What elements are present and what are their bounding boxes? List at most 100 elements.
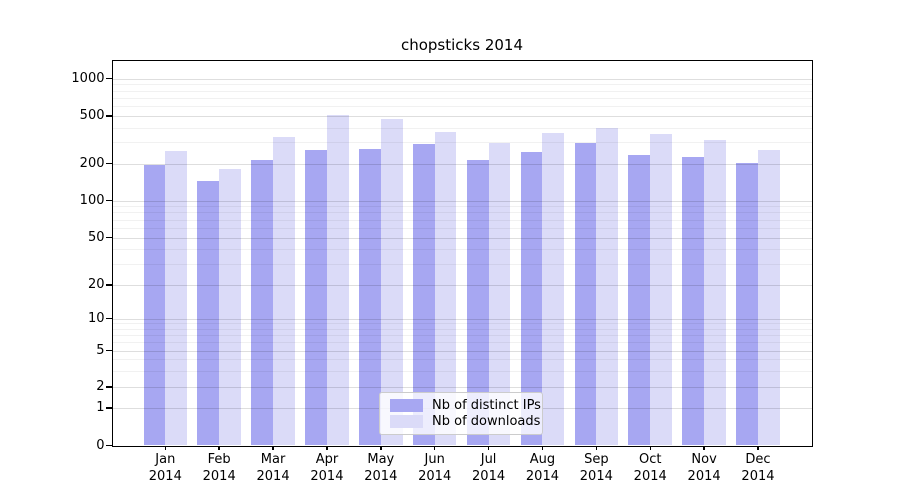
x-tick-mark-dec: [757, 445, 759, 450]
y-tick-label-10: 10: [87, 310, 105, 326]
gridline-2: [112, 387, 812, 388]
y-tick-label-2: 2: [96, 379, 105, 394]
y-tick-label-20: 20: [87, 277, 105, 292]
x-tick-mark-jun: [434, 445, 436, 450]
y-tick-label-5: 5: [96, 342, 105, 358]
y-tick-mark-100: [106, 199, 113, 202]
bar-downloads-sep: [596, 128, 619, 446]
legend-item-downloads: Nb of downloads: [390, 414, 540, 430]
y-tick-label-1000: 1000: [71, 70, 105, 86]
bar-distinct-ips-jul: [466, 159, 489, 446]
bar-distinct-ips-apr: [305, 150, 327, 446]
x-tick-label-aug: Aug 2014: [525, 452, 559, 484]
gridline-400: [112, 127, 812, 129]
gridline-900: [112, 84, 812, 86]
y-tick-label-100: 100: [79, 192, 105, 208]
gridline-8: [112, 328, 812, 330]
gridline-200: [112, 163, 812, 165]
bar-distinct-ips-jan: [143, 164, 166, 446]
gridline-70: [112, 219, 812, 221]
bar-distinct-ips-dec: [736, 162, 758, 446]
x-tick-label-nov: Nov 2014: [687, 452, 721, 484]
legend-swatch-distinct-ips: [390, 399, 423, 412]
x-tick-label-feb: Feb 2014: [202, 452, 236, 484]
y-tick-mark-10: [106, 317, 113, 320]
gridline-90: [112, 206, 812, 208]
gridline-500: [112, 116, 812, 117]
y-tick-label-0: 0: [96, 437, 105, 453]
gridline-9: [112, 323, 812, 325]
gridline-4: [112, 359, 812, 361]
gridline-60: [112, 227, 812, 229]
x-tick-mark-aug: [541, 445, 544, 450]
gridline-7: [112, 334, 812, 336]
x-tick-label-apr: Apr 2014: [310, 452, 344, 484]
x-tick-label-jul: Jul 2014: [472, 452, 506, 484]
gridline-100: [112, 200, 812, 202]
bar-downloads-apr: [326, 115, 349, 446]
legend-swatch-downloads: [390, 415, 423, 428]
gridline-40: [112, 249, 812, 251]
bar-distinct-ips-aug: [520, 151, 543, 446]
y-tick-mark-50: [106, 236, 113, 239]
y-tick-mark-200: [106, 162, 113, 165]
x-tick-mark-feb: [218, 445, 220, 450]
y-tick-label-200: 200: [79, 155, 105, 171]
y-tick-mark-500: [106, 115, 113, 117]
gridline-1000: [112, 78, 812, 80]
x-tick-mark-oct: [649, 445, 651, 450]
gridline-30: [112, 263, 812, 265]
bar-distinct-ips-may: [359, 149, 381, 446]
x-tick-mark-may: [380, 445, 382, 450]
bar-downloads-dec: [757, 150, 780, 446]
gridline-3: [112, 370, 812, 372]
bar-downloads-oct: [650, 134, 673, 446]
gridline-6: [112, 342, 812, 344]
y-tick-label-1: 1: [96, 400, 105, 415]
x-tick-label-jan: Jan 2014: [148, 452, 182, 484]
gridline-80: [112, 212, 812, 214]
chart-title: chopsticks 2014: [400, 36, 523, 54]
bar-downloads-jun: [434, 132, 457, 446]
gridline-600: [112, 106, 812, 108]
bar-downloads-may: [380, 119, 403, 446]
x-tick-label-dec: Dec 2014: [741, 452, 775, 484]
y-tick-mark-0: [106, 444, 113, 447]
x-tick-mark-jul: [487, 445, 490, 450]
bar-distinct-ips-mar: [251, 159, 274, 446]
x-tick-label-sep: Sep 2014: [579, 452, 613, 484]
bar-distinct-ips-feb: [197, 180, 220, 446]
bar-downloads-mar: [273, 137, 295, 446]
gridline-10: [112, 318, 812, 320]
gridline-50: [112, 237, 812, 239]
plot-area: [111, 59, 813, 447]
x-tick-label-jun: Jun 2014: [418, 452, 452, 484]
y-tick-mark-1000: [106, 77, 113, 80]
gridline-20: [112, 285, 812, 286]
x-tick-mark-apr: [326, 445, 328, 450]
legend-label-downloads: Nb of downloads: [432, 414, 541, 429]
y-tick-label-500: 500: [79, 108, 105, 123]
bar-downloads-feb: [219, 169, 241, 446]
gridline-800: [112, 90, 812, 92]
gridline-700: [112, 97, 812, 99]
x-tick-label-mar: Mar 2014: [256, 452, 290, 484]
bar-distinct-ips-jun: [412, 143, 435, 446]
legend-item-distinct-ips: Nb of distinct IPs: [390, 398, 541, 414]
y-tick-label-50: 50: [87, 229, 105, 245]
y-tick-mark-2: [106, 386, 113, 388]
bar-distinct-ips-oct: [628, 154, 651, 446]
x-tick-mark-sep: [595, 445, 598, 450]
bar-downloads-jan: [165, 151, 188, 446]
x-tick-mark-nov: [703, 445, 705, 450]
x-tick-mark-jan: [164, 445, 166, 450]
bar-downloads-jul: [488, 142, 511, 446]
x-tick-label-oct: Oct 2014: [633, 452, 667, 484]
legend: Nb of distinct IPs Nb of downloads: [379, 391, 543, 435]
x-tick-label-may: May 2014: [364, 452, 398, 484]
legend-label-distinct-ips: Nb of distinct IPs: [432, 398, 541, 413]
x-tick-mark-mar: [272, 445, 274, 450]
bar-downloads-nov: [704, 139, 726, 446]
gridline-300: [112, 142, 812, 144]
